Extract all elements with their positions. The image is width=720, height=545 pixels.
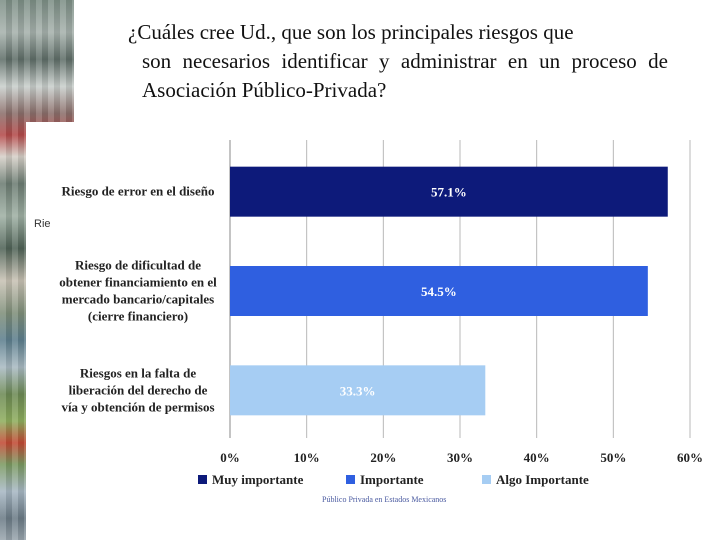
title-line-1: ¿Cuáles cree Ud., que son los principale… <box>128 20 574 44</box>
truncated-label: Rie <box>34 218 51 230</box>
legend-swatch <box>482 475 491 484</box>
legend-swatch <box>346 475 355 484</box>
x-tick-label: 20% <box>370 450 396 465</box>
category-label: Riesgo de error en el diseño <box>62 184 215 199</box>
legend-swatch <box>198 475 207 484</box>
bar-data-label: 54.5% <box>421 284 457 299</box>
bar-data-label: 57.1% <box>431 185 467 200</box>
x-tick-label: 10% <box>294 450 320 465</box>
x-tick-label: 40% <box>524 450 550 465</box>
x-tick-label: 50% <box>600 450 626 465</box>
chart-source: Público Privada en Estados Mexicanos <box>322 495 446 504</box>
bar <box>230 266 648 316</box>
x-tick-label: 0% <box>220 450 240 465</box>
category-label: (cierre financiero) <box>88 309 188 324</box>
bar-data-label: 33.3% <box>340 383 376 398</box>
slide-title: ¿Cuáles cree Ud., que son los principale… <box>128 18 668 105</box>
category-label: obtener financiamiento en el <box>59 275 217 290</box>
bar <box>230 365 486 416</box>
title-line-rest: son necesarios identificar y administrar… <box>142 49 668 102</box>
category-label: mercado bancario/capitales <box>62 292 215 307</box>
legend-label: Algo Importante <box>496 472 589 487</box>
x-tick-label: 30% <box>447 450 473 465</box>
legend-label: Importante <box>360 472 424 487</box>
legend-label: Muy importante <box>212 472 304 487</box>
category-label: vía y obtención de permisos <box>61 399 214 414</box>
x-tick-label: 60% <box>677 450 703 465</box>
category-label: Riesgos en la falta de <box>80 365 197 380</box>
bar <box>230 166 668 217</box>
chart-panel: 0% 10% 20% 30% 40% 50% 60% 57.1% Riesgo de error… <box>26 122 720 540</box>
risk-bar-chart: 0% 10% 20% 30% 40% 50% 60% 57.1% Riesgo de error… <box>59 140 703 504</box>
category-label: liberación del derecho de <box>69 382 208 397</box>
category-label: Riesgo de dificultad de <box>75 258 201 273</box>
